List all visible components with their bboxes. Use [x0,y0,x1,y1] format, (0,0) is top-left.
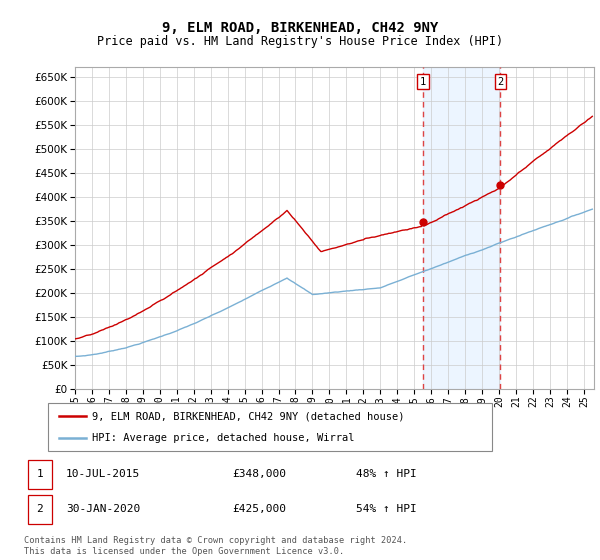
Bar [28,494,52,524]
Text: Contains HM Land Registry data © Crown copyright and database right 2024.
This d: Contains HM Land Registry data © Crown c… [24,536,407,556]
Bar [423,67,500,389]
Text: 9, ELM ROAD, BIRKENHEAD, CH42 9NY (detached house): 9, ELM ROAD, BIRKENHEAD, CH42 9NY (detac… [92,411,405,421]
Text: 2: 2 [37,504,43,514]
Text: 9, ELM ROAD, BIRKENHEAD, CH42 9NY: 9, ELM ROAD, BIRKENHEAD, CH42 9NY [162,21,438,35]
Text: HPI: Average price, detached house, Wirral: HPI: Average price, detached house, Wirr… [92,433,355,444]
Text: £348,000: £348,000 [232,469,286,479]
Bar [28,460,52,488]
Text: Price paid vs. HM Land Registry's House Price Index (HPI): Price paid vs. HM Land Registry's House … [97,35,503,48]
Text: 1: 1 [37,469,43,479]
Text: £425,000: £425,000 [232,504,286,514]
Text: 54% ↑ HPI: 54% ↑ HPI [356,504,417,514]
Text: 48% ↑ HPI: 48% ↑ HPI [356,469,417,479]
Text: 2: 2 [497,77,503,87]
Text: 30-JAN-2020: 30-JAN-2020 [66,504,140,514]
Text: 10-JUL-2015: 10-JUL-2015 [66,469,140,479]
Text: 1: 1 [420,77,427,87]
